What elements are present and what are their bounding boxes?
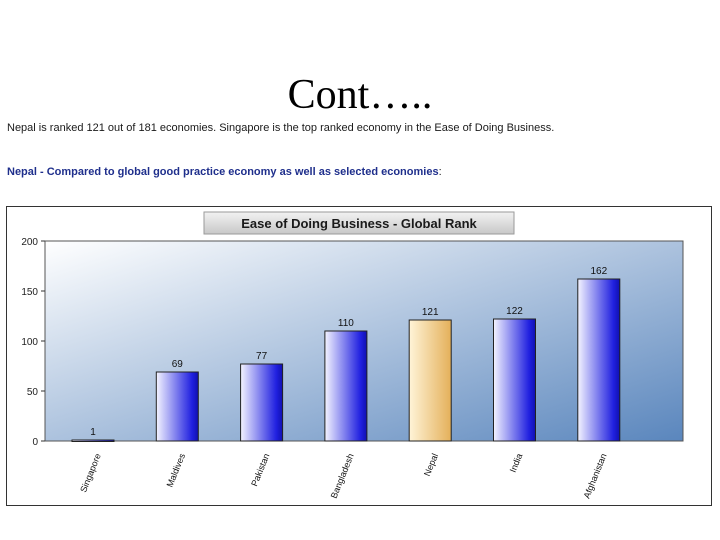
comparison-suffix: : [438,166,442,178]
y-tick-label: 200 [21,237,38,248]
bar-nepal [408,319,452,442]
rank-bar-chart: Ease of Doing Business - Global Rank 0 50… [21,211,684,500]
y-axis: 0 50 100 150 200 [21,237,45,448]
slide-title: Cont….. [287,72,433,118]
data-label-nepal: 121 [422,307,439,318]
x-tick-label-singapore: Singapore [78,452,103,494]
bar-maldives [155,371,199,442]
x-tick-label-india: India [508,452,525,474]
x-tick-label-pakistan: Pakistan [249,452,271,488]
y-tick-label: 150 [21,287,38,298]
y-tick-label: 0 [32,437,38,448]
x-tick-label-afghanistan: Afghanistan [582,452,609,500]
data-label-maldives: 69 [172,359,184,370]
comparison-label: Nepal - Compared to global good practice… [7,166,439,178]
x-tick-label-nepal: Nepal [422,452,440,478]
bar-afghanistan [577,278,621,442]
chart-frame: Ease of Doing Business - Global Rank 0 50… [6,206,712,506]
chart-title-box [203,211,515,235]
comparison-heading: Nepal - Compared to global good practice… [7,166,442,178]
data-label-pakistan: 77 [256,351,268,362]
bar-india [493,318,536,442]
x-tick-label-maldives: Maldives [165,452,188,489]
bar-singapore [71,439,115,442]
y-tick-label: 100 [21,337,38,348]
intro-text: Nepal is ranked 121 out of 181 economies… [7,122,555,134]
x-axis-labels: Singapore Maldives Pakistan Bangladesh Nepal… [78,452,608,500]
bars-group: 1 69 77 110 121 122 162 [71,266,621,442]
x-tick-label-bangladesh: Bangladesh [329,452,356,500]
data-label-afghanistan: 162 [590,266,607,277]
y-tick-label: 50 [27,387,39,398]
data-label-india: 122 [506,306,523,317]
bar-pakistan [240,363,284,442]
bar-bangladesh [324,330,368,442]
data-label-singapore: 1 [90,427,96,438]
data-label-bangladesh: 110 [338,318,354,329]
chart-title: Ease of Doing Business - Global Rank [241,216,477,231]
